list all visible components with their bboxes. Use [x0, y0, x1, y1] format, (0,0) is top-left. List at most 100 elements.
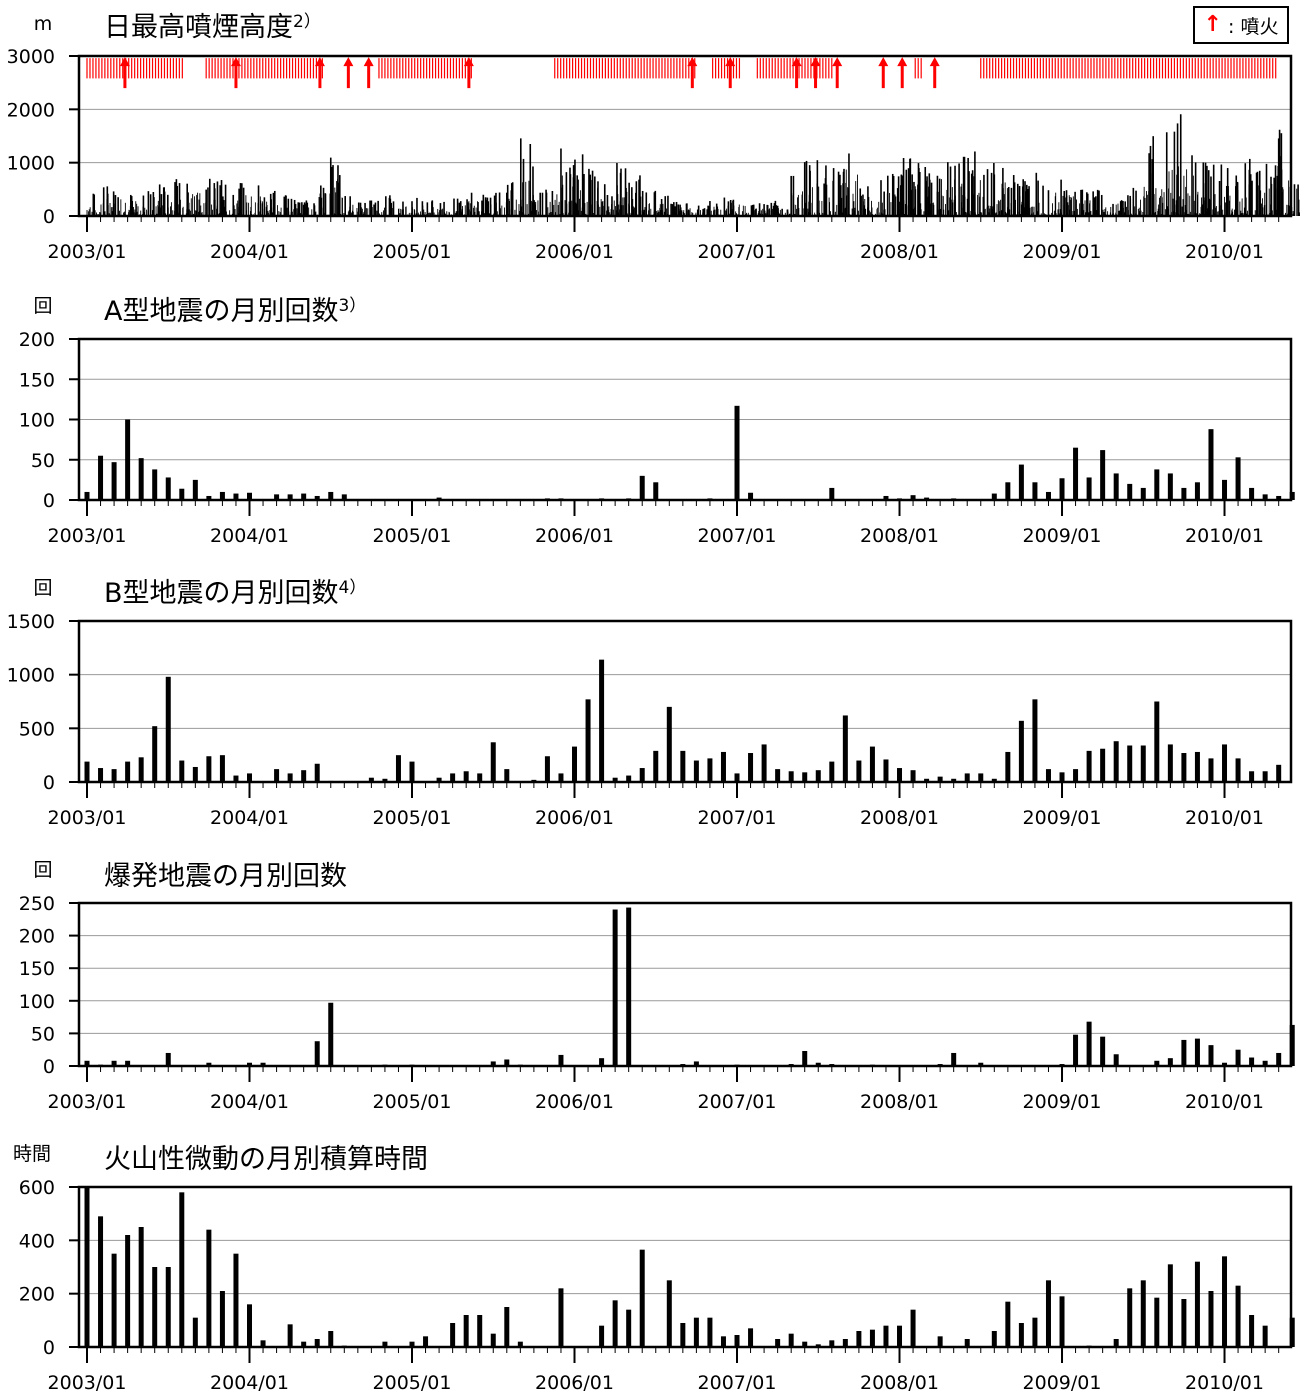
bar: [1019, 721, 1024, 782]
bar: [152, 469, 157, 500]
x-tick-label: 2010/01: [1185, 525, 1264, 547]
bar: [1060, 478, 1065, 500]
x-tick-label: 2006/01: [535, 241, 614, 263]
eruption-arrow: [811, 57, 821, 88]
bar: [911, 770, 916, 782]
bar: [545, 756, 550, 782]
panel-title: 火山性微動の月別積算時間: [104, 1144, 428, 1175]
x-tick-label: 2003/01: [48, 1091, 127, 1113]
bar: [1168, 1264, 1173, 1347]
bar: [464, 771, 469, 782]
bar: [315, 1041, 320, 1066]
bar: [1222, 480, 1227, 500]
y-tick-label: 50: [31, 1023, 55, 1045]
bar: [1046, 1280, 1051, 1347]
y-tick-label: 500: [19, 718, 55, 740]
x-tick-label: 2010/01: [1185, 1091, 1264, 1113]
y-tick-label: 0: [43, 772, 55, 794]
x-tick-label: 2009/01: [1023, 525, 1102, 547]
bar: [450, 1323, 455, 1347]
bar: [477, 773, 482, 782]
bar: [220, 755, 225, 782]
bar: [166, 1053, 171, 1066]
y-tick-label: 2000: [7, 99, 55, 121]
x-tick-label: 2007/01: [698, 807, 777, 829]
bar: [883, 1326, 888, 1347]
bar: [491, 742, 496, 782]
bar: [152, 1267, 157, 1347]
x-tick-label: 2009/01: [1023, 807, 1102, 829]
bar: [1141, 746, 1146, 782]
eruption-arrow: [832, 57, 842, 88]
bar: [1195, 482, 1200, 500]
y-unit-label: 時間: [13, 1143, 51, 1165]
bar: [640, 1250, 645, 1347]
bar: [1236, 1050, 1241, 1066]
bar: [613, 1300, 618, 1347]
x-tick-label: 2004/01: [210, 1091, 289, 1113]
bar: [98, 768, 103, 782]
bar: [951, 1053, 956, 1066]
bar: [139, 458, 144, 500]
bar: [1208, 429, 1213, 500]
bar: [558, 1288, 563, 1347]
bar: [504, 769, 509, 782]
bar: [193, 1318, 198, 1347]
bar: [558, 1055, 563, 1066]
bar: [1032, 699, 1037, 782]
y-tick-label: 100: [19, 991, 55, 1013]
bar: [735, 406, 740, 500]
y-tick-label: 200: [19, 329, 55, 351]
x-tick-label: 2005/01: [373, 1372, 452, 1394]
bar: [1073, 769, 1078, 782]
bar: [1181, 753, 1186, 782]
bar: [735, 1335, 740, 1347]
bar: [856, 1331, 861, 1347]
y-tick-label: 250: [19, 893, 55, 915]
x-tick-label: 2008/01: [860, 525, 939, 547]
bar: [1032, 482, 1037, 500]
bar: [721, 752, 726, 782]
x-tick-label: 2003/01: [48, 807, 127, 829]
bar: [1154, 1298, 1159, 1347]
bar: [1019, 465, 1024, 500]
eruption-markers: [87, 57, 1276, 88]
plot-frame: [79, 903, 1291, 1066]
bar: [572, 747, 577, 782]
bar: [1208, 1291, 1213, 1347]
bar: [288, 773, 293, 782]
x-tick-label: 2004/01: [210, 1372, 289, 1394]
bar: [911, 1310, 916, 1347]
bar: [247, 773, 252, 782]
x-tick-label: 2009/01: [1023, 1372, 1102, 1394]
panel-title: 日最高噴煙高度2）: [104, 12, 321, 43]
bar: [1127, 484, 1132, 500]
x-tick-label: 2005/01: [373, 241, 452, 263]
bar: [1276, 765, 1281, 782]
bar: [897, 768, 902, 782]
bar: [856, 761, 861, 782]
y-tick-label: 0: [43, 490, 55, 512]
bar: [626, 908, 631, 1066]
bar: [288, 1324, 293, 1347]
x-tick-label: 2003/01: [48, 525, 127, 547]
x-tick-label: 2007/01: [698, 241, 777, 263]
y-unit-label: 回: [33, 859, 52, 881]
bar: [1032, 1318, 1037, 1347]
x-tick-label: 2008/01: [860, 1091, 939, 1113]
bar: [98, 1216, 103, 1347]
bar: [1236, 758, 1241, 782]
eruption-arrow: [930, 57, 940, 88]
x-tick-label: 2004/01: [210, 525, 289, 547]
bar: [1087, 1022, 1092, 1066]
bar: [1141, 488, 1146, 500]
y-tick-label: 400: [19, 1230, 55, 1252]
eruption-legend-text: 噴火: [1240, 16, 1278, 38]
bar: [667, 707, 672, 782]
y-unit-label: 回: [33, 577, 52, 599]
x-tick-label: 2008/01: [860, 241, 939, 263]
bar: [829, 762, 834, 782]
bar: [193, 767, 198, 782]
bar: [206, 1230, 211, 1347]
